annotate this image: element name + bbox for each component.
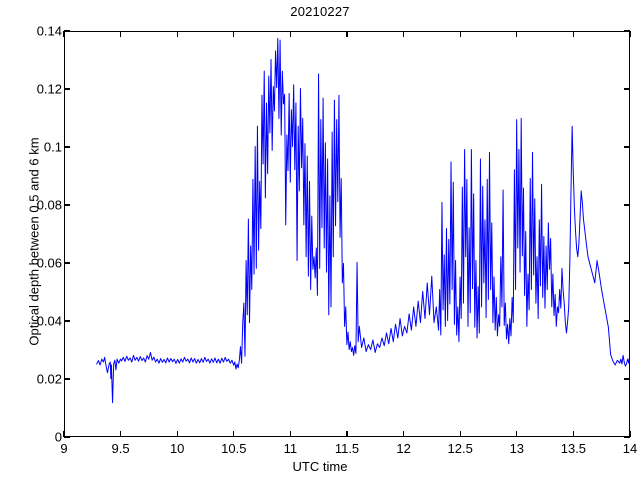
y-axis-tick-label: 0.14 [36,23,62,39]
x-axis-tick [120,431,122,437]
x-axis-label: UTC time [292,459,348,474]
y-axis-tick-label: 0 [54,429,62,445]
chart-title: 20210227 [290,4,350,19]
x-axis-tick-label: 12 [396,441,411,456]
x-axis-tick [120,31,122,37]
x-axis-tick [176,431,178,437]
y-axis-tick [64,320,70,322]
x-axis-tick-label: 11 [283,441,298,456]
x-axis-tick [459,431,461,437]
x-axis-tick-label: 13.5 [560,441,587,456]
y-axis-tick [624,436,630,438]
x-axis-tick [459,31,461,37]
y-axis-tick [64,204,70,206]
x-axis-tick [629,431,631,437]
x-axis-tick-label: 9 [60,441,68,456]
y-axis-tick [624,88,630,90]
x-axis-tick [63,31,65,37]
y-axis-tick [64,378,70,380]
y-axis-label: Optical depth between 0.5 and 6 km [26,137,42,346]
x-axis-tick-label: 11.5 [334,441,360,456]
x-axis-tick [289,431,292,437]
y-axis-tick [624,204,630,206]
x-axis-tick [403,431,405,437]
y-axis-tick [624,30,630,32]
x-axis-tick [572,431,575,437]
plot-area [64,31,630,437]
y-axis-tick-label: 0.1 [43,139,62,155]
x-axis-tick [233,431,235,437]
x-axis-tick [346,431,348,437]
x-axis-tick [289,31,292,37]
x-axis-tick [572,31,575,37]
y-axis-tick-label: 0.02 [36,371,62,387]
x-axis-tick [629,31,631,37]
y-axis-tick [64,146,70,148]
x-axis-tick [516,31,518,37]
x-axis-tick-label: 9.5 [111,441,130,456]
x-axis-tick [516,431,518,437]
x-axis-tick-label: 14 [622,441,638,456]
y-axis-tick [624,262,630,264]
y-axis-tick [64,436,70,438]
x-axis-tick [346,31,348,37]
x-axis-tick-label: 13 [509,441,525,456]
x-axis-tick [176,31,178,37]
y-axis-tick-label: 0.08 [36,197,62,213]
y-axis-tick-label: 0.06 [36,255,62,271]
data-line-series [96,37,629,404]
y-axis-tick [624,378,630,380]
y-axis-tick-label: 0.04 [36,313,62,329]
y-axis-tick [64,262,70,264]
x-axis-tick-label: 10.5 [221,441,247,456]
y-axis-tick [624,320,630,322]
x-axis-tick [233,31,235,37]
x-axis-tick-label: 12.5 [447,441,473,456]
x-axis-tick [63,431,65,437]
y-axis-tick [64,88,70,90]
y-axis-tick-label: 0.12 [36,81,62,97]
y-axis-tick [64,30,70,32]
x-axis-tick-label: 10 [169,441,185,456]
x-axis-tick [403,31,405,37]
y-axis-tick [624,146,630,148]
